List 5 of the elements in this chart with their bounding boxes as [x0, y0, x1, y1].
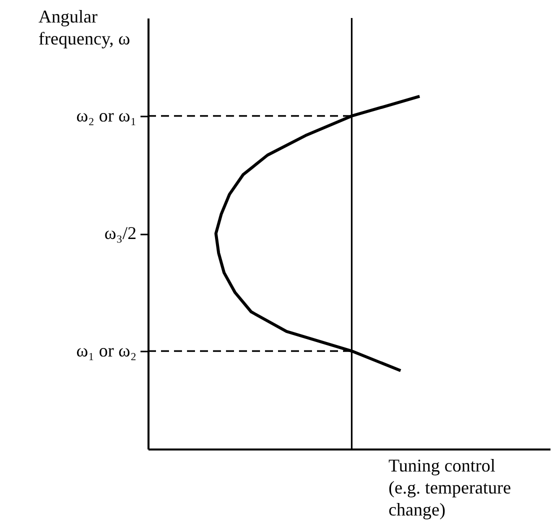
y-tick-label: ω₂ or ω₁ [76, 105, 136, 126]
y-tick-label: ω₁ or ω₂ [76, 340, 136, 361]
y-axis-title: Angular frequency, ω [38, 6, 130, 48]
y-tick-label: ω₃/2 [104, 223, 136, 243]
x-axis-title: Tuning control (e.g. temperature change) [388, 456, 511, 520]
